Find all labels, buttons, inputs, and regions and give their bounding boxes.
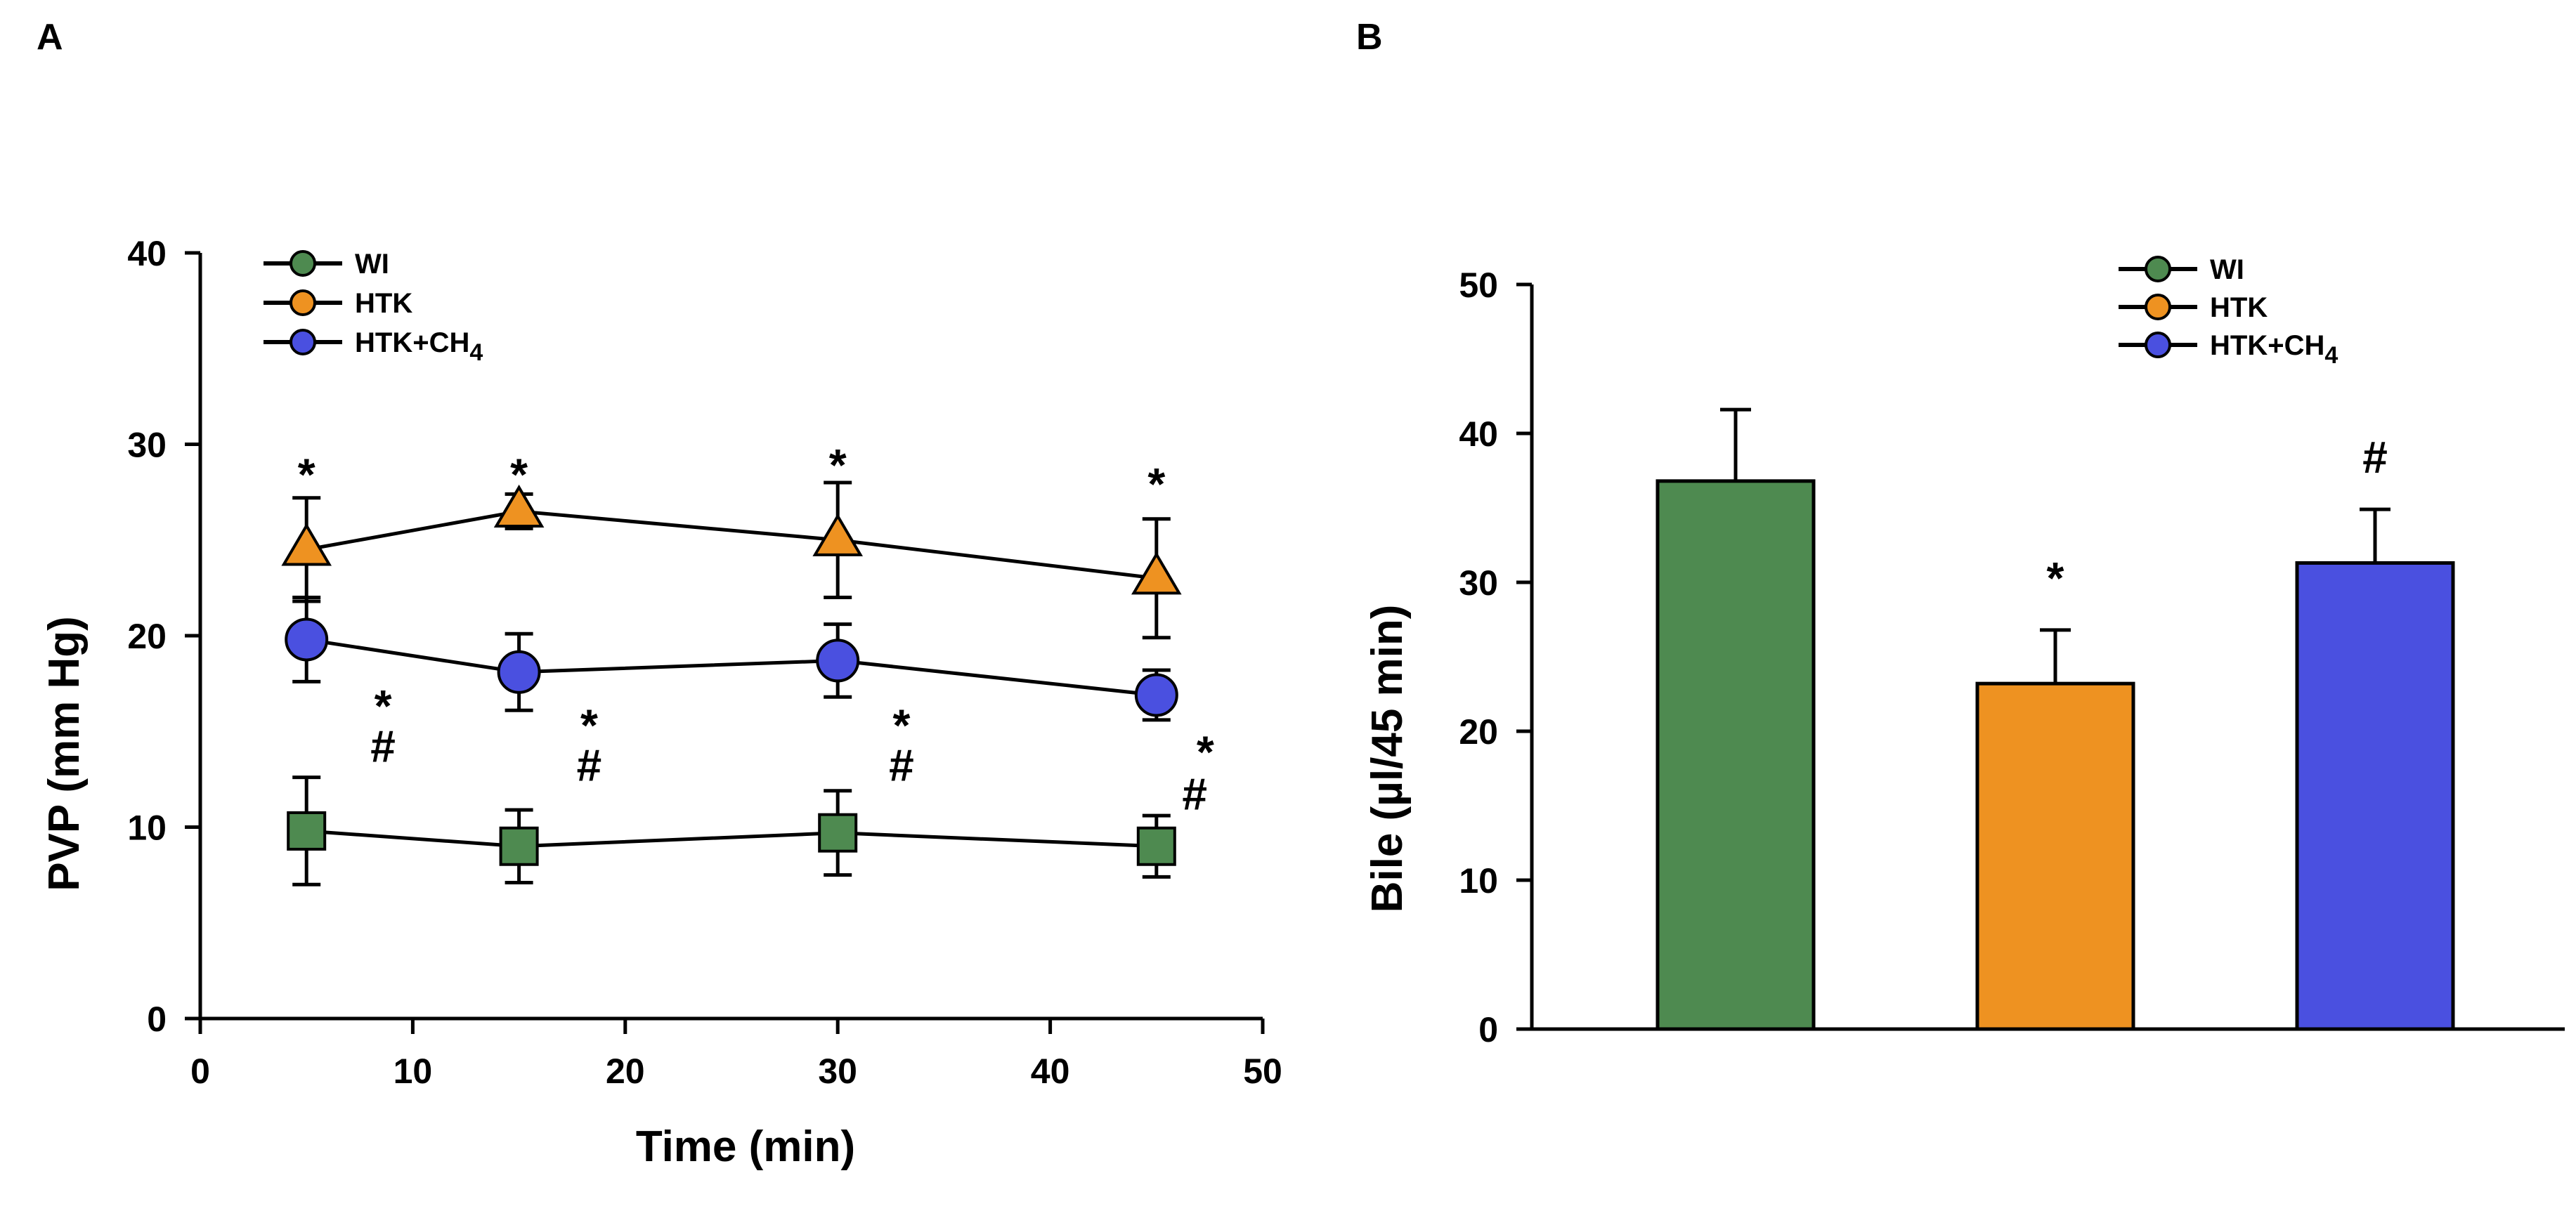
legend-marker-htk	[2145, 294, 2171, 320]
legend-label-text: HTK	[2210, 292, 2268, 323]
y-axis-title-b: Bile (µl/45 min)	[1363, 605, 1412, 913]
significance-mark-a: *	[375, 681, 392, 731]
data-point-htk-ch4	[285, 617, 329, 662]
x-axis-title-a: Time (min)	[636, 1122, 855, 1171]
x-tick-label-a: 30	[818, 1052, 857, 1091]
bar-htk-ch4	[2295, 561, 2455, 1031]
y-tick-label-b: 40	[1459, 414, 1498, 454]
legend-label-text: HTK+CH	[2210, 330, 2324, 361]
y-tick-label-b: 30	[1459, 563, 1498, 603]
y-tick-label-b: 0	[1478, 1010, 1498, 1049]
data-point-htk	[1131, 551, 1182, 595]
data-point-htk	[281, 523, 332, 566]
significance-mark-a: #	[370, 721, 396, 771]
bar-wi	[1655, 479, 1816, 1031]
chart-bile-bars: Bile (µl/45 min) 0 10 20 30 40 50 * # WI HTK HTK+C…	[1363, 254, 2565, 1049]
data-point-wi	[287, 811, 327, 851]
series-line-wi	[306, 829, 1157, 849]
y-tick-label-a: 20	[127, 617, 167, 656]
significance-mark-a: *	[1197, 727, 1214, 778]
bar-htk	[1975, 681, 2135, 1031]
x-tick-label-a: 50	[1243, 1052, 1282, 1091]
legend-label-htk: HTK	[2210, 292, 2268, 323]
y-tick-label-b: 20	[1459, 712, 1498, 752]
legend-label-text: HTK	[355, 288, 412, 319]
legend-label-htk: HTK	[355, 288, 412, 319]
legend-marker-htk-ch	[2145, 332, 2171, 358]
series-line-htk-ch4	[306, 637, 1157, 697]
legend-label-wi: WI	[2210, 254, 2244, 285]
legend-label-subscript: 4	[469, 339, 483, 366]
y-tick-label-a: 30	[127, 426, 167, 465]
data-point-wi	[1136, 826, 1176, 866]
x-tick-label-a: 10	[393, 1052, 433, 1091]
legend-label-text: WI	[2210, 254, 2244, 285]
panel-a-letter: A	[37, 17, 63, 58]
legend-label-subscript: 4	[2324, 342, 2338, 369]
significance-mark-a: *	[1147, 459, 1165, 509]
y-tick-label-a: 10	[127, 809, 167, 848]
legend-label-wi: WI	[355, 249, 389, 280]
significance-mark-a: #	[889, 740, 914, 791]
legend-label-htk-ch: HTK+CH4	[2210, 330, 2338, 369]
significance-mark-a: *	[298, 449, 316, 499]
legend-label-text: WI	[355, 249, 389, 280]
panel-b-letter: B	[1356, 17, 1383, 58]
significance-mark-b: #	[2362, 432, 2388, 483]
significance-mark-a: *	[829, 440, 847, 490]
data-point-htk	[493, 484, 545, 528]
significance-mark-b: *	[2047, 553, 2064, 603]
y-tick-label-b: 50	[1459, 266, 1498, 305]
data-point-htk-ch4	[816, 639, 860, 683]
legend-label-htk-ch: HTK+CH4	[355, 327, 483, 366]
legend-marker-wi	[290, 250, 316, 277]
x-tick-label-a: 40	[1031, 1052, 1070, 1091]
y-tick-label-a: 40	[127, 234, 167, 273]
x-tick-label-a: 20	[606, 1052, 645, 1091]
data-point-wi	[818, 813, 858, 853]
data-point-wi	[499, 826, 539, 866]
significance-mark-a: *	[892, 700, 910, 750]
y-tick-label-a: 0	[147, 1000, 167, 1039]
legend-marker-htk-ch	[290, 329, 316, 355]
y-axis-title-a: PVP (mm Hg)	[40, 616, 89, 891]
y-tick-label-b: 10	[1459, 861, 1498, 901]
significance-mark-a: *	[580, 700, 598, 750]
data-point-htk	[812, 513, 863, 556]
significance-mark-a: #	[1182, 768, 1207, 819]
legend-label-text: HTK+CH	[355, 327, 469, 358]
data-point-htk-ch4	[497, 650, 541, 694]
chart-pvp-over-time: PVP (mm Hg) Time (min) 0 10 20 30 40 0 10 20 30 4…	[40, 234, 1282, 1171]
significance-mark-a: *	[510, 449, 528, 499]
legend-marker-htk	[290, 289, 316, 316]
significance-mark-a: #	[577, 740, 602, 791]
x-tick-label-a: 0	[190, 1052, 210, 1091]
legend-marker-wi	[2145, 256, 2171, 282]
data-point-htk-ch4	[1134, 673, 1178, 717]
series-line-htk	[306, 509, 1157, 580]
